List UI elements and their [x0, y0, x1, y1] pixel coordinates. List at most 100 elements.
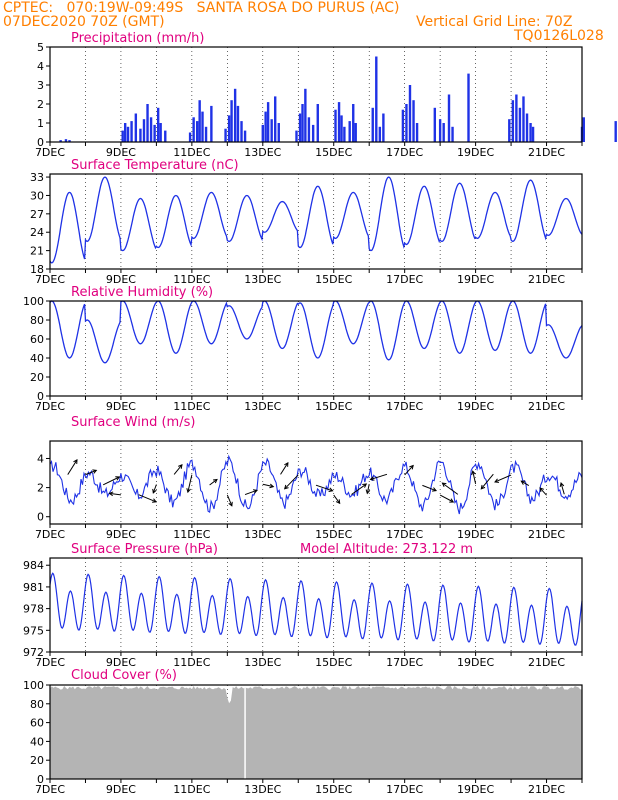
- x-tick-label-precipitation: 9DEC: [106, 146, 136, 159]
- wind-vector-head: [335, 499, 341, 505]
- wind-vector: [494, 474, 512, 483]
- wind-vector: [560, 482, 565, 495]
- panel-title-humidity: Relative Humidity (%): [71, 285, 213, 300]
- wind-vector: [439, 494, 454, 503]
- wind-vector-head: [409, 464, 414, 470]
- x-tick-label-pressure: 7DEC: [35, 656, 65, 669]
- wind-vector-head: [283, 484, 289, 490]
- wind-vector-head: [73, 459, 78, 464]
- humidity-line: [49, 300, 583, 364]
- x-tick-label-humidity: 9DEC: [106, 400, 136, 413]
- panel-frame-pressure: [49, 557, 583, 653]
- precip-bar: [298, 113, 302, 142]
- x-tick-label-precipitation: 13DEC: [244, 146, 281, 159]
- x-tick-label-temperature: 11DEC: [173, 273, 210, 286]
- wind-vector-head: [480, 484, 486, 490]
- x-tick-label-wind: 11DEC: [173, 528, 210, 541]
- header-grid-line-note: Vertical Grid Line: 70Z: [416, 14, 573, 30]
- precip-bar: [382, 113, 385, 142]
- y-tick-label-precipitation: 5: [37, 41, 44, 54]
- panel-frame-precipitation: [49, 46, 583, 143]
- precip-bar: [301, 104, 304, 142]
- y-tick-label-precipitation: 2: [37, 98, 44, 111]
- y-tick-label-precipitation: 1: [37, 117, 44, 130]
- x-tick-label-temperature: 15DEC: [315, 273, 352, 286]
- wind-vector-head: [178, 464, 183, 469]
- x-tick-label-humidity: 19DEC: [457, 400, 494, 413]
- y-tick-label-temperature: 21: [30, 245, 44, 258]
- wind-vector: [138, 494, 157, 503]
- x-tick-label-cloud: 15DEC: [315, 783, 352, 796]
- precip-bar: [134, 113, 138, 142]
- precip-bar: [438, 119, 442, 142]
- precip-bar: [337, 102, 341, 142]
- precip-bar: [192, 117, 195, 142]
- wind-vector-head: [152, 488, 157, 494]
- wind-vector-head: [228, 501, 233, 507]
- precip-bar: [153, 124, 156, 142]
- y-tick-label-humidity: 0: [37, 390, 44, 403]
- precip-bar: [447, 94, 451, 142]
- precip-bar: [522, 96, 525, 142]
- wind-vector: [152, 484, 157, 494]
- wind-vector: [480, 473, 494, 490]
- x-tick-label-cloud: 9DEC: [106, 783, 136, 796]
- wind-vector: [67, 459, 78, 475]
- precip-bar: [340, 115, 343, 142]
- wind-vector-head: [152, 498, 158, 503]
- precip-bar: [582, 117, 585, 142]
- precip-bar: [198, 100, 201, 142]
- cloud-cover-area: [50, 686, 582, 779]
- precip-bar: [433, 107, 437, 142]
- wind-vector-head: [186, 488, 191, 494]
- x-tick-label-temperature: 17DEC: [386, 273, 423, 286]
- x-tick-label-temperature: 13DEC: [244, 273, 281, 286]
- x-tick-label-pressure: 19DEC: [457, 656, 494, 669]
- wind-vector-head: [212, 478, 218, 484]
- precip-bar: [334, 109, 337, 142]
- precip-bar: [518, 107, 522, 142]
- x-tick-label-wind: 9DEC: [106, 528, 136, 541]
- y-tick-label-wind: 2: [37, 482, 44, 495]
- x-tick-label-precipitation: 19DEC: [457, 146, 494, 159]
- precip-bar: [266, 102, 270, 142]
- y-tick-label-precipitation: 0: [37, 136, 44, 149]
- precip-bar: [515, 94, 518, 142]
- y-tick-label-precipitation: 4: [37, 60, 44, 73]
- precip-bar: [614, 121, 617, 142]
- precip-bar: [264, 111, 267, 142]
- precip-bar: [352, 104, 355, 142]
- precip-bar: [467, 73, 470, 142]
- precip-bar: [230, 100, 233, 142]
- x-tick-label-pressure: 17DEC: [386, 656, 423, 669]
- x-tick-label-precipitation: 11DEC: [173, 146, 210, 159]
- x-tick-label-precipitation: 15DEC: [315, 146, 352, 159]
- wind-vector: [442, 482, 459, 495]
- y-tick-label-pressure: 972: [23, 646, 44, 659]
- wind-vector: [521, 480, 530, 486]
- precip-bar: [227, 115, 231, 142]
- wind-vector: [85, 469, 97, 476]
- precip-bar: [511, 100, 515, 142]
- wind-vector-head: [92, 469, 98, 474]
- y-tick-label-cloud: 40: [30, 735, 44, 748]
- precip-bar: [159, 123, 162, 142]
- y-tick-label-cloud: 20: [30, 754, 44, 767]
- panel-frame-wind: [49, 440, 583, 525]
- precip-bar: [201, 111, 204, 142]
- precip-bar: [401, 109, 405, 142]
- wind-vector-head: [471, 470, 476, 476]
- y-tick-label-temperature: 18: [30, 263, 44, 276]
- panel-title-temperature: Surface Temperature (nC): [71, 158, 239, 173]
- wind-speed-line: [49, 454, 583, 515]
- precip-bar: [525, 113, 529, 142]
- y-tick-label-pressure: 978: [23, 603, 44, 616]
- temperature-line: [49, 176, 583, 264]
- y-tick-label-cloud: 60: [30, 717, 44, 730]
- panel-title-cloud: Cloud Cover (%): [71, 668, 177, 683]
- x-tick-label-temperature: 7DEC: [35, 273, 65, 286]
- precip-bar: [405, 104, 408, 142]
- precip-bar: [224, 128, 227, 142]
- wind-vector: [422, 484, 437, 492]
- x-tick-label-cloud: 19DEC: [457, 783, 494, 796]
